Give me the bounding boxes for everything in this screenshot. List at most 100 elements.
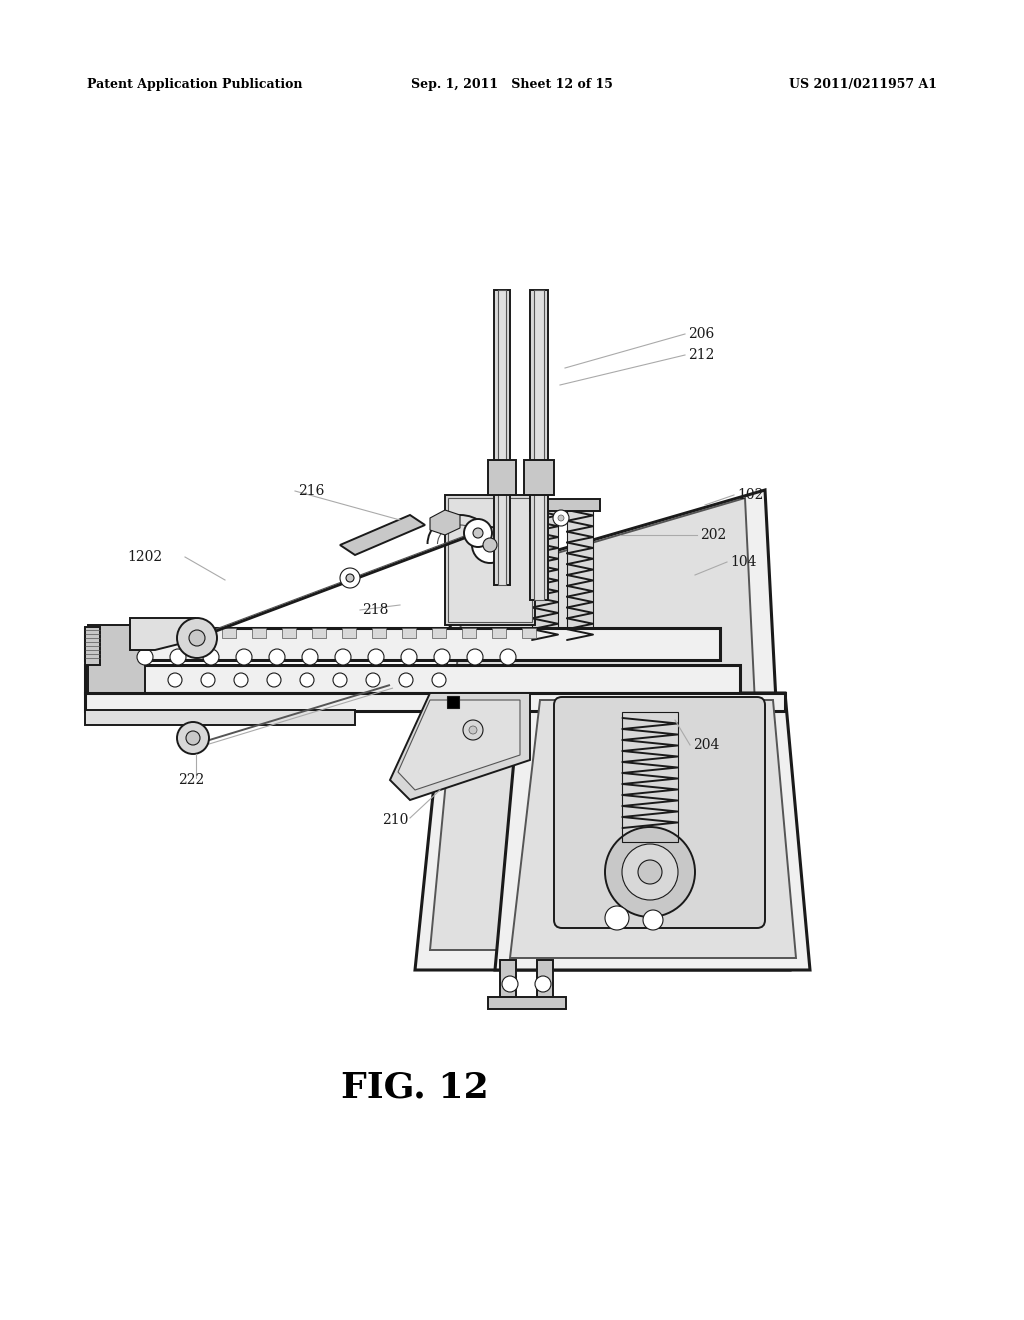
Text: Patent Application Publication: Patent Application Publication <box>87 78 302 91</box>
Polygon shape <box>430 498 767 950</box>
Text: 216: 216 <box>298 484 325 498</box>
Circle shape <box>267 673 281 686</box>
Circle shape <box>234 673 248 686</box>
Circle shape <box>463 719 483 741</box>
Circle shape <box>483 539 497 552</box>
Polygon shape <box>342 628 356 638</box>
Bar <box>488 459 516 495</box>
Circle shape <box>137 649 153 665</box>
Bar <box>494 290 510 585</box>
Bar <box>500 960 516 1001</box>
Bar <box>537 960 553 1001</box>
Text: 206: 206 <box>688 327 715 341</box>
Circle shape <box>500 649 516 665</box>
Polygon shape <box>193 628 206 638</box>
Bar <box>498 290 506 585</box>
Polygon shape <box>402 628 416 638</box>
Text: FIG. 12: FIG. 12 <box>341 1071 488 1104</box>
Circle shape <box>177 618 217 657</box>
Circle shape <box>502 975 518 993</box>
Circle shape <box>432 673 446 686</box>
Bar <box>85 665 740 693</box>
Polygon shape <box>132 628 146 638</box>
Circle shape <box>203 649 219 665</box>
Circle shape <box>399 673 413 686</box>
Circle shape <box>622 843 678 900</box>
Circle shape <box>535 975 551 993</box>
Circle shape <box>333 673 347 686</box>
Circle shape <box>401 649 417 665</box>
Circle shape <box>469 726 477 734</box>
Bar <box>449 498 532 622</box>
Text: 202: 202 <box>700 528 726 543</box>
Circle shape <box>186 731 200 744</box>
Polygon shape <box>372 628 386 638</box>
Circle shape <box>472 527 508 564</box>
Bar <box>524 459 554 495</box>
Polygon shape <box>88 624 145 700</box>
Bar <box>85 627 100 665</box>
Circle shape <box>346 574 354 582</box>
Circle shape <box>605 828 695 917</box>
Polygon shape <box>398 700 520 789</box>
Circle shape <box>558 515 564 521</box>
Polygon shape <box>252 628 266 638</box>
Circle shape <box>201 673 215 686</box>
Circle shape <box>269 649 285 665</box>
Bar <box>622 711 678 842</box>
Text: Sep. 1, 2011   Sheet 12 of 15: Sep. 1, 2011 Sheet 12 of 15 <box>411 78 613 91</box>
Text: 210: 210 <box>382 813 409 828</box>
Circle shape <box>170 649 186 665</box>
Text: 212: 212 <box>688 348 715 362</box>
Circle shape <box>300 673 314 686</box>
Bar <box>530 499 600 511</box>
Polygon shape <box>390 693 530 800</box>
Polygon shape <box>282 628 296 638</box>
Circle shape <box>643 909 663 931</box>
Polygon shape <box>222 628 236 638</box>
Text: US 2011/0211957 A1: US 2011/0211957 A1 <box>790 78 937 91</box>
Text: 218: 218 <box>362 603 388 616</box>
Circle shape <box>168 673 182 686</box>
Circle shape <box>340 568 360 587</box>
Bar <box>445 495 535 624</box>
Bar <box>488 997 566 1008</box>
Circle shape <box>189 630 205 645</box>
Bar <box>567 506 593 645</box>
Text: 102: 102 <box>737 488 763 502</box>
Bar <box>530 290 548 601</box>
Text: 1202: 1202 <box>127 550 162 564</box>
Circle shape <box>236 649 252 665</box>
Polygon shape <box>415 490 790 970</box>
Polygon shape <box>432 628 446 638</box>
Bar <box>85 693 785 711</box>
Bar <box>534 290 544 601</box>
Polygon shape <box>462 628 476 638</box>
Polygon shape <box>162 628 176 638</box>
Polygon shape <box>130 618 195 649</box>
Circle shape <box>605 906 629 931</box>
Circle shape <box>434 649 450 665</box>
Circle shape <box>302 649 318 665</box>
Text: 104: 104 <box>730 554 757 569</box>
Polygon shape <box>340 515 425 554</box>
Text: 204: 204 <box>693 738 720 752</box>
Circle shape <box>335 649 351 665</box>
Circle shape <box>467 649 483 665</box>
Polygon shape <box>510 700 796 958</box>
Polygon shape <box>430 510 460 535</box>
Circle shape <box>473 528 483 539</box>
Circle shape <box>553 510 569 525</box>
Bar <box>447 696 459 708</box>
FancyBboxPatch shape <box>554 697 765 928</box>
Polygon shape <box>495 693 810 970</box>
Circle shape <box>638 861 662 884</box>
Circle shape <box>464 519 492 546</box>
Polygon shape <box>492 628 506 638</box>
Circle shape <box>366 673 380 686</box>
Bar <box>532 506 558 645</box>
Circle shape <box>177 722 209 754</box>
Polygon shape <box>85 710 355 725</box>
Circle shape <box>368 649 384 665</box>
Text: 222: 222 <box>178 774 204 787</box>
